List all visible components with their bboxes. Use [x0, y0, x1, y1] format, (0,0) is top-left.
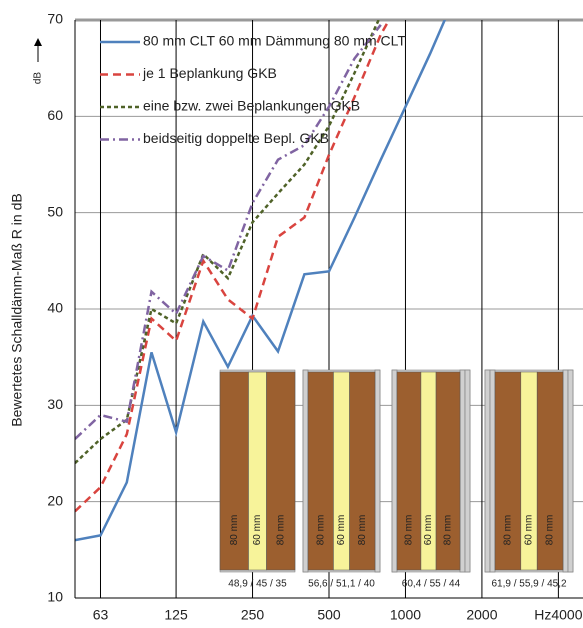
layer-label: 60 mm	[336, 515, 347, 546]
series-line	[75, 20, 391, 513]
layer-label: 80 mm	[357, 515, 368, 546]
y-tick-label: 30	[47, 396, 63, 412]
legend-label: 80 mm CLT 60 mm Dämmung 80 mm CLT	[143, 33, 406, 49]
x-tick-label: 1000	[390, 607, 421, 623]
layer-label: 80 mm	[443, 515, 454, 546]
gkb-layer	[374, 369, 381, 573]
legend-label: eine bzw. zwei Beplankungen GKB	[143, 98, 360, 114]
y-tick-label: 20	[47, 492, 63, 508]
x-tick-label: 125	[164, 607, 188, 623]
gkb-layer	[562, 369, 569, 573]
y-tick-label: 70	[47, 11, 63, 27]
layer-label: 80 mm	[404, 515, 415, 546]
layer	[536, 371, 564, 571]
x-tick-label: 63	[93, 607, 109, 623]
panel-caption: 48,9 / 45 / 35	[228, 579, 287, 590]
series-line	[75, 20, 380, 465]
layer-label: 60 mm	[423, 515, 434, 546]
layer-label: 60 mm	[252, 515, 263, 546]
y-axis-title: Bewertetes Schalldämm-Maß R in dB	[9, 193, 25, 426]
y-tick-label: 50	[47, 203, 63, 219]
layer	[349, 371, 376, 571]
gkb-layer	[489, 369, 496, 573]
panel-caption: 56,6 / 51,1 / 40	[308, 579, 375, 590]
legend-label: je 1 Beplankung GKB	[142, 65, 277, 81]
y-tick-label: 10	[47, 589, 63, 605]
y-tick-label: 40	[47, 300, 63, 316]
layer-label: 60 mm	[524, 515, 535, 546]
legend-label: beidseitig doppelte Bepl. GKB	[143, 130, 329, 146]
panel-caption: 61,9 / 55,9 / 45,2	[491, 579, 566, 590]
gkb-layer	[484, 369, 491, 573]
layer-label: 80 mm	[229, 515, 240, 546]
y-unit: dB	[33, 72, 44, 85]
layer-label: 80 mm	[275, 515, 286, 546]
gkb-layer	[302, 369, 309, 573]
x-tick-label: 250	[241, 607, 265, 623]
gkb-layer	[391, 369, 398, 573]
x-tick-label: Hz4000	[534, 607, 582, 623]
gkb-layer	[459, 369, 466, 573]
y-tick-label: 60	[47, 107, 63, 123]
layer-label: 80 mm	[315, 515, 326, 546]
gkb-layer	[464, 369, 471, 573]
x-tick-label: 500	[317, 607, 341, 623]
layer-label: 80 mm	[503, 515, 514, 546]
series-line	[75, 20, 447, 542]
layer	[435, 371, 461, 571]
layer	[494, 371, 522, 571]
layer-label: 80 mm	[545, 515, 556, 546]
series-line	[75, 24, 382, 440]
layer	[266, 371, 296, 571]
unit-arrow-head	[34, 38, 42, 46]
panel-caption: 60,4 / 55 / 44	[402, 579, 461, 590]
x-tick-label: 2000	[466, 607, 497, 623]
gkb-layer	[567, 369, 574, 573]
